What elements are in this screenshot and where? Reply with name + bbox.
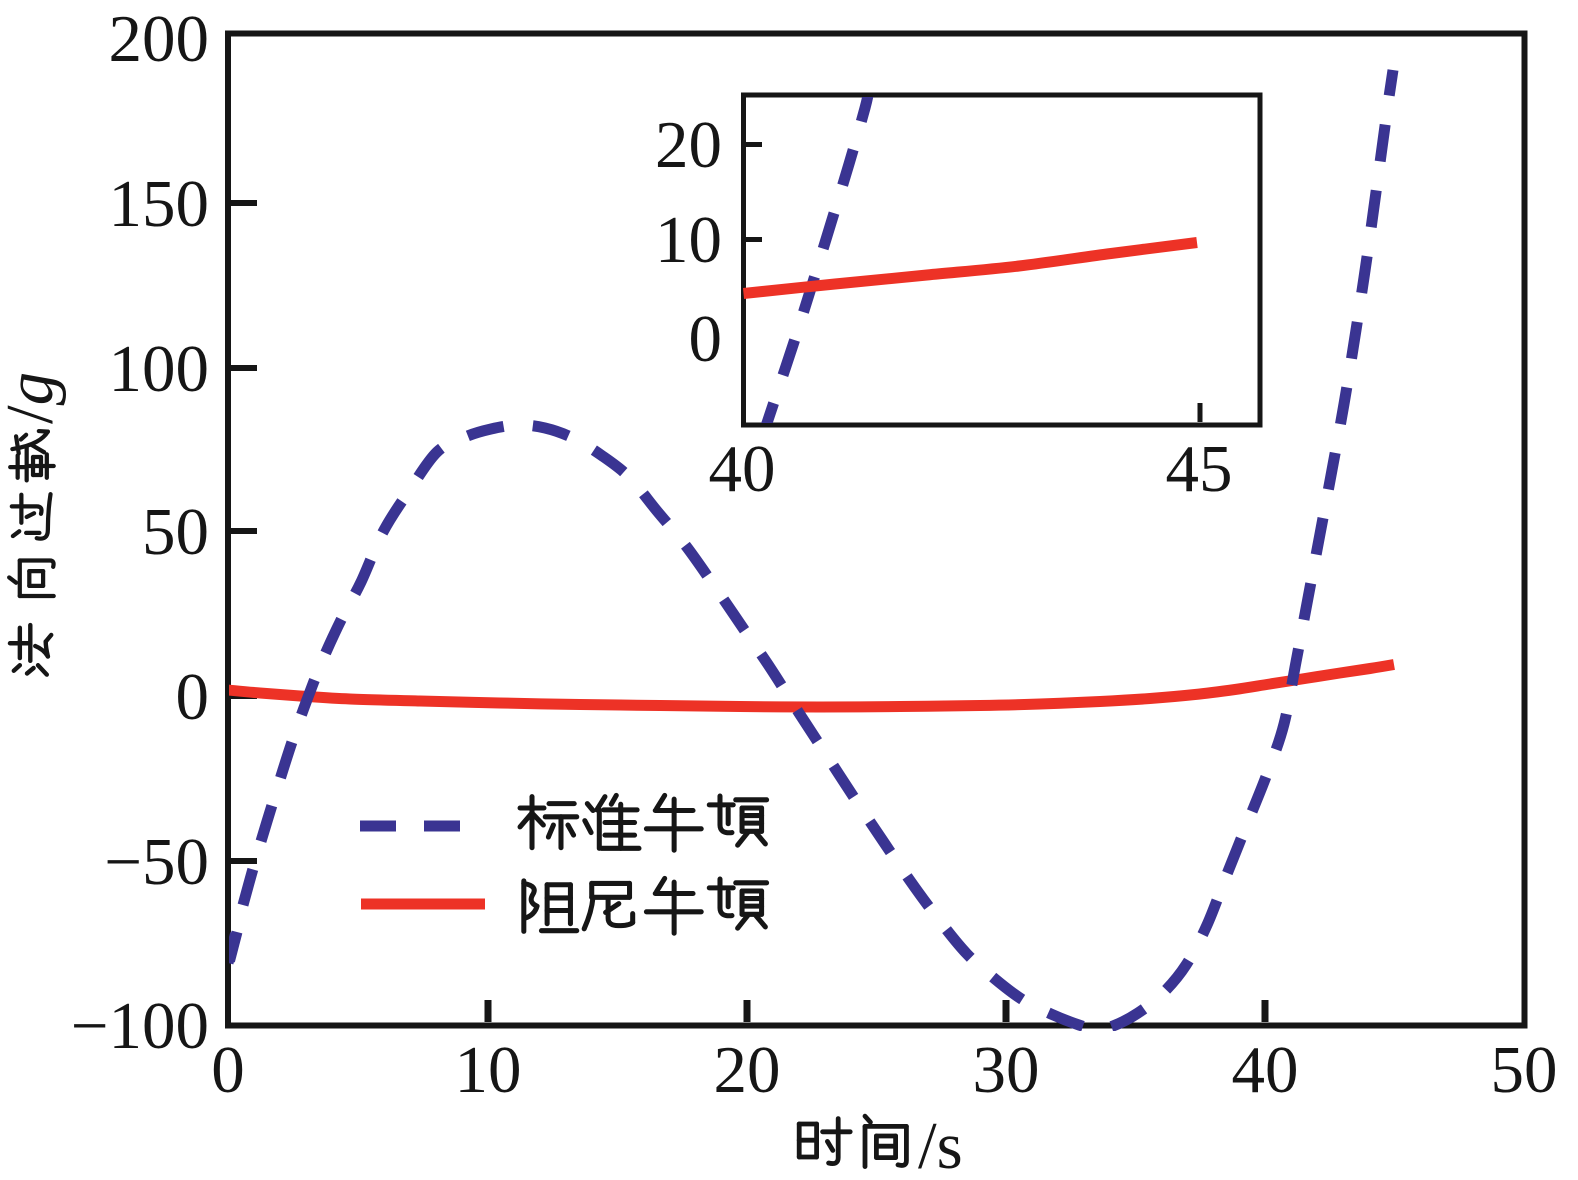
svg-text:45: 45 bbox=[1166, 432, 1233, 506]
svg-text:10: 10 bbox=[655, 203, 722, 277]
svg-text:−50: −50 bbox=[104, 825, 209, 899]
svg-text:100: 100 bbox=[109, 332, 210, 406]
svg-text:40: 40 bbox=[709, 432, 776, 506]
svg-text:50: 50 bbox=[1491, 1033, 1558, 1107]
svg-text:30: 30 bbox=[973, 1033, 1040, 1107]
svg-text:200: 200 bbox=[109, 2, 210, 76]
svg-text:20: 20 bbox=[655, 108, 722, 182]
svg-text:150: 150 bbox=[109, 167, 210, 241]
svg-text:0: 0 bbox=[176, 660, 210, 734]
svg-text:/s: /s bbox=[918, 1109, 963, 1180]
svg-text:0: 0 bbox=[689, 302, 723, 376]
svg-text:20: 20 bbox=[714, 1033, 781, 1107]
svg-text:0: 0 bbox=[211, 1033, 245, 1107]
svg-text:10: 10 bbox=[455, 1033, 522, 1107]
svg-text:40: 40 bbox=[1232, 1033, 1299, 1107]
svg-text:50: 50 bbox=[142, 495, 209, 569]
svg-text:/g: /g bbox=[0, 372, 67, 424]
svg-text:−100: −100 bbox=[71, 989, 209, 1063]
